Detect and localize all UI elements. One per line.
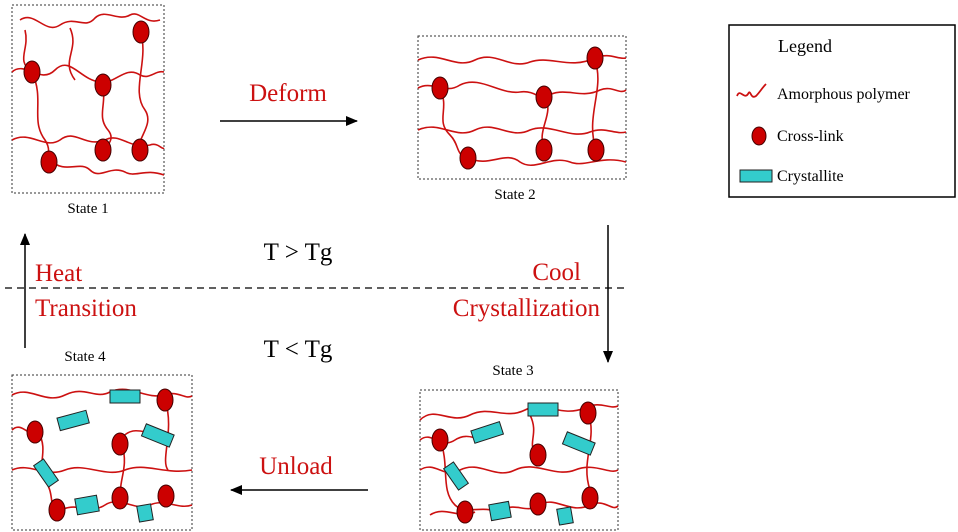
crosslink: [23, 60, 41, 84]
crystallite: [442, 461, 470, 491]
crystallite: [488, 500, 512, 522]
crystallite: [556, 506, 574, 526]
state-2-caption: State 2: [494, 187, 535, 203]
state-4-crystallites: [32, 389, 175, 523]
crystallization-label: Crystallization: [453, 295, 601, 322]
unload-step: Unload: [230, 453, 368, 495]
crosslink: [111, 486, 129, 510]
unload-label: Unload: [259, 453, 333, 480]
crystallite: [74, 494, 100, 516]
crosslink: [132, 20, 150, 44]
crosslink: [535, 85, 553, 109]
deform-step: Deform: [220, 80, 358, 126]
state-3-caption: State 3: [492, 363, 533, 379]
crosslink: [587, 138, 605, 162]
state-4-group: State 4: [11, 349, 193, 531]
crosslink-icon: [751, 126, 767, 146]
crystallite: [136, 503, 154, 523]
crystallite: [32, 458, 60, 488]
legend-amorphous-label: Amorphous polymer: [777, 86, 911, 103]
heat-step: Heat Transition: [20, 233, 137, 348]
crosslink: [94, 138, 112, 162]
state-2-group: State 2: [417, 35, 627, 203]
crosslink: [459, 146, 477, 170]
crosslink: [111, 432, 129, 456]
crosslink: [456, 500, 474, 524]
state-2-box: [417, 35, 627, 180]
state-3-group: State 3: [419, 363, 619, 531]
crystallite: [109, 389, 141, 404]
state-1-caption: State 1: [67, 201, 108, 217]
crosslink: [529, 492, 547, 516]
state-4-caption: State 4: [64, 349, 106, 365]
legend-crosslink-label: Cross-link: [777, 128, 844, 145]
heat-label: Heat: [35, 260, 82, 287]
crosslink: [579, 401, 597, 425]
above-tg-label: T > Tg: [264, 239, 333, 266]
state-1-box: [11, 4, 165, 194]
below-tg-label: T < Tg: [264, 336, 333, 363]
state-4-crosslinks: [26, 388, 175, 522]
legend-title: Legend: [778, 36, 832, 56]
crosslink: [431, 76, 449, 100]
crosslink: [535, 138, 553, 162]
crosslink: [156, 388, 174, 412]
crosslink: [26, 420, 44, 444]
cool-label: Cool: [532, 259, 581, 286]
state-1-crosslinks: [23, 20, 150, 174]
state-3-box: [419, 389, 619, 531]
crystallite-icon: [739, 169, 773, 183]
crosslink: [40, 150, 58, 174]
crosslink: [48, 498, 66, 522]
crystallite: [470, 421, 505, 444]
crosslink: [131, 138, 149, 162]
state-3-crystallites: [442, 402, 596, 526]
transition-label: Transition: [35, 295, 137, 322]
crystallite: [561, 431, 596, 456]
legend-crystallite-label: Crystallite: [777, 168, 844, 185]
crosslink: [586, 46, 604, 70]
state-4-box: [11, 374, 193, 531]
crosslink: [529, 443, 547, 467]
crosslink: [157, 484, 175, 508]
crystallite: [56, 409, 90, 432]
legend-box: [728, 24, 956, 198]
state-3-crosslinks: [431, 401, 599, 524]
crystallite: [140, 423, 175, 448]
crosslink: [431, 428, 449, 452]
legend: Legend Amorphous polymer Cross-link Crys…: [728, 24, 956, 198]
state-1-group: State 1: [11, 4, 165, 217]
crystallite: [527, 402, 559, 417]
cool-step: Cool Crystallization: [453, 225, 613, 363]
amorphous-polymer-icon: [736, 83, 767, 98]
crosslink: [581, 486, 599, 510]
deform-label: Deform: [249, 80, 327, 107]
state-2-crosslinks: [431, 46, 605, 170]
crosslink: [94, 73, 112, 97]
